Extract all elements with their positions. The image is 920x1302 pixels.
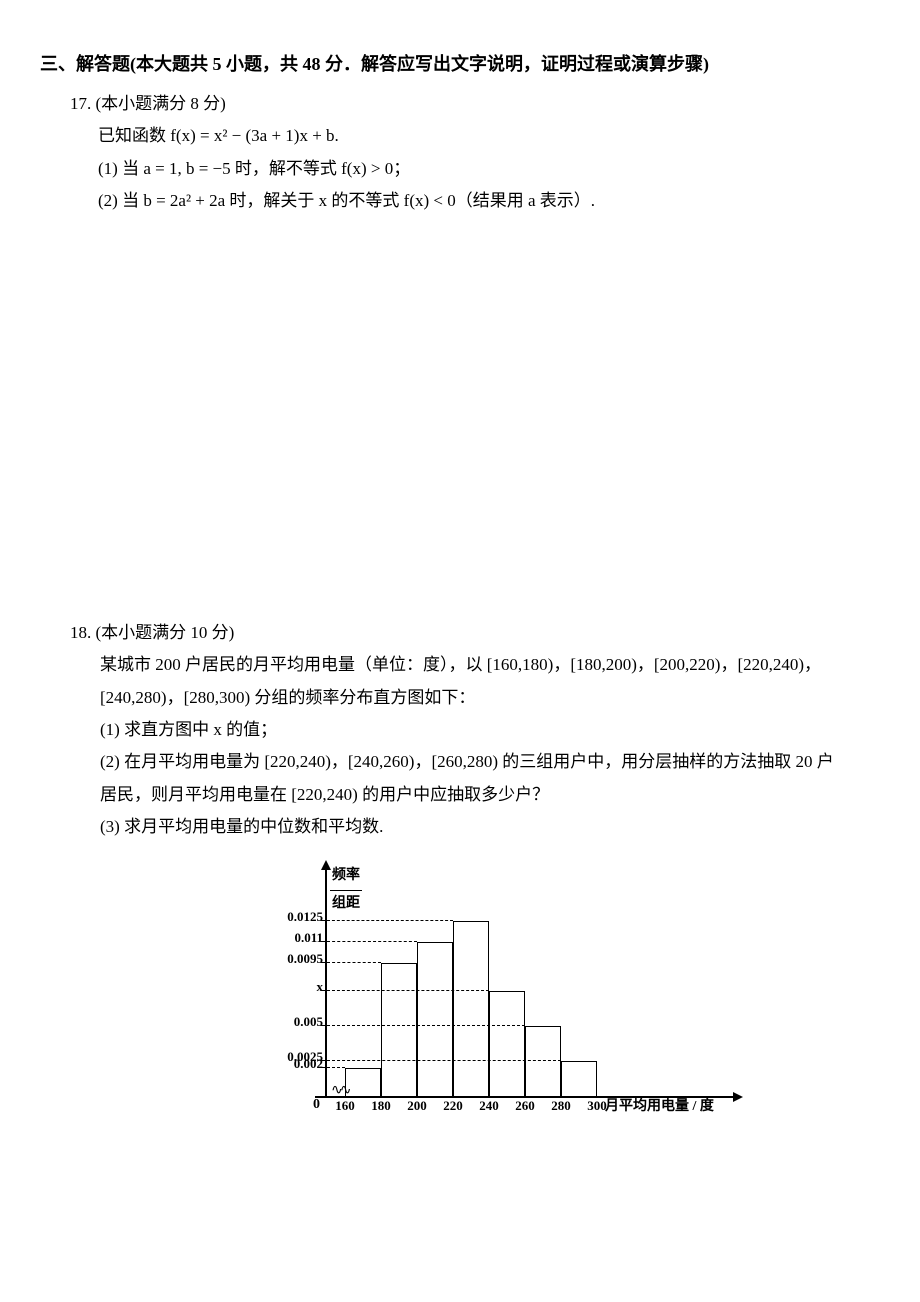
q18-stem: 某城市 200 户居民的月平均用电量（单位：度），以 [160,180)，[18… bbox=[100, 649, 850, 714]
guide-line bbox=[327, 1025, 525, 1026]
histogram-bar bbox=[417, 942, 453, 1096]
guide-line bbox=[327, 941, 417, 942]
guide-line bbox=[327, 1067, 345, 1068]
guide-line bbox=[327, 990, 489, 991]
y-title-top: 频率 bbox=[330, 863, 362, 891]
section-title: 三、解答题(本大题共 5 小题，共 48 分．解答应写出文字说明，证明过程或演算… bbox=[40, 50, 850, 76]
q18-part2: (2) 在月平均用电量为 [220,240)，[240,260)，[260,28… bbox=[100, 746, 850, 811]
x-tick-label: 200 bbox=[407, 1094, 427, 1119]
y-title-bot: 组距 bbox=[330, 891, 362, 918]
y-tick-label: 0.0095 bbox=[263, 947, 323, 972]
question-18: 18. (本小题满分 10 分) 某城市 200 户居民的月平均用电量（单位：度… bbox=[70, 617, 850, 1128]
x-tick-label: 160 bbox=[335, 1094, 355, 1119]
histogram-bar bbox=[453, 921, 489, 1096]
q17-header: 17. (本小题满分 8 分) bbox=[70, 88, 850, 120]
question-17: 17. (本小题满分 8 分) 已知函数 f(x) = x² − (3a + 1… bbox=[70, 88, 850, 217]
q18-part1: (1) 求直方图中 x 的值； bbox=[100, 714, 850, 746]
x-axis-title: 月平均用电量 / 度 bbox=[605, 1094, 714, 1121]
guide-line bbox=[327, 920, 453, 921]
y-tick-label: 0.005 bbox=[263, 1010, 323, 1035]
origin-label: 0 bbox=[313, 1092, 320, 1119]
x-tick-label: 220 bbox=[443, 1094, 463, 1119]
histogram-bar bbox=[561, 1061, 597, 1096]
q17-part1: (1) 当 a = 1, b = −5 时，解不等式 f(x) > 0； bbox=[98, 153, 850, 185]
x-tick-label: 300 bbox=[587, 1094, 607, 1119]
y-tick-label: 0.002 bbox=[263, 1052, 323, 1077]
histogram-bar bbox=[345, 1068, 381, 1096]
guide-line bbox=[327, 962, 381, 963]
answer-space bbox=[70, 237, 850, 617]
x-tick-label: 280 bbox=[551, 1094, 571, 1119]
y-axis bbox=[325, 868, 327, 1098]
y-tick-label: x bbox=[263, 975, 323, 1000]
y-axis-title: 频率 组距 bbox=[330, 863, 362, 917]
q17-part2: (2) 当 b = 2a² + 2a 时，解关于 x 的不等式 f(x) < 0… bbox=[98, 185, 850, 217]
q18-part3: (3) 求月平均用电量的中位数和平均数. bbox=[100, 811, 850, 843]
x-tick-label: 180 bbox=[371, 1094, 391, 1119]
x-tick-label: 240 bbox=[479, 1094, 499, 1119]
x-tick-label: 260 bbox=[515, 1094, 535, 1119]
histogram-bar bbox=[489, 991, 525, 1096]
guide-line bbox=[327, 1060, 561, 1061]
q17-stem: 已知函数 f(x) = x² − (3a + 1)x + b. bbox=[98, 120, 850, 152]
histogram-bar bbox=[381, 963, 417, 1096]
histogram-bar bbox=[525, 1026, 561, 1096]
histogram: 频率 组距 0 月平均用电量 / 度 ∿∿ 0.01250.0110.0095x… bbox=[235, 868, 735, 1128]
q18-header: 18. (本小题满分 10 分) bbox=[70, 617, 850, 649]
